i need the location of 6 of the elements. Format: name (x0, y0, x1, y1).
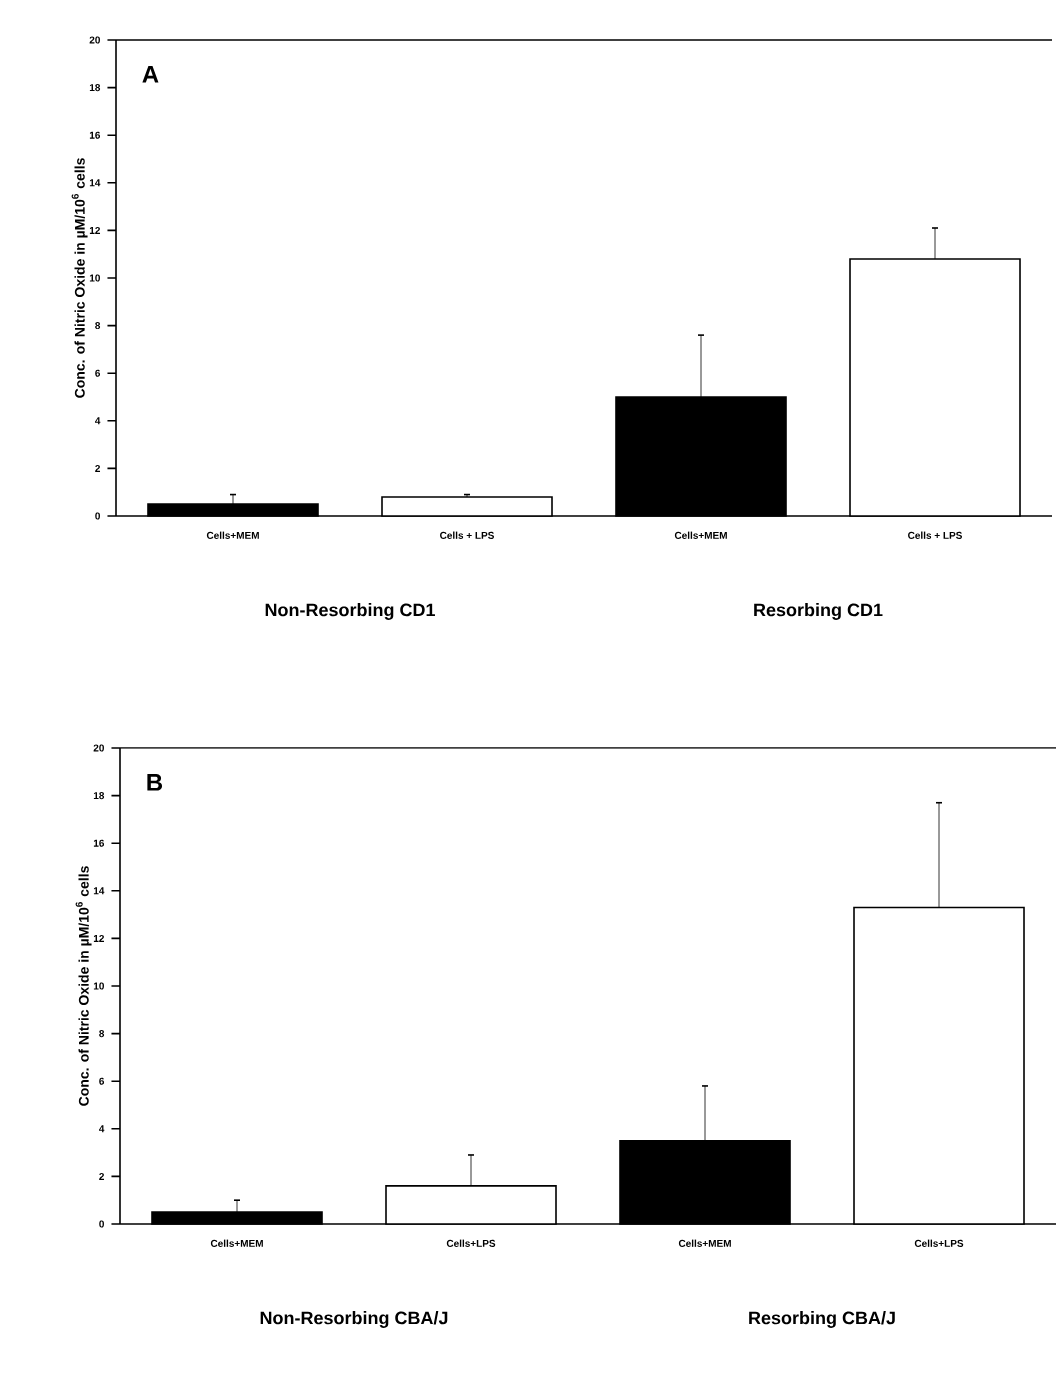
text: Non-Resorbing CBA/J (260, 1311, 448, 1328)
text: Resorbing CBA/J (749, 1311, 895, 1328)
text: Resorbing CD1 (754, 603, 883, 620)
text: Non-Resorbing CD1 (265, 603, 435, 620)
annotation: A (142, 66, 159, 83)
annotation: B (147, 774, 163, 791)
